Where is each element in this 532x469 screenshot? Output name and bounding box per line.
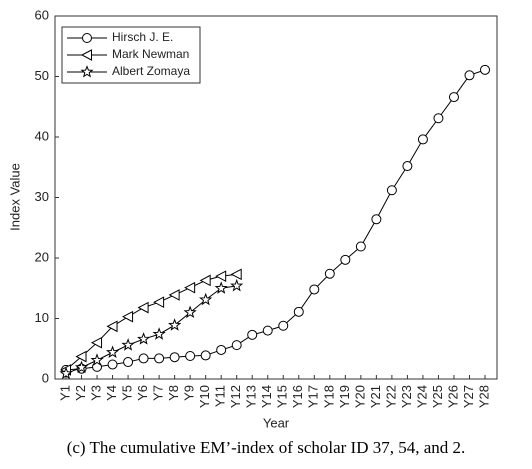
- x-tick-label: Y18: [321, 385, 336, 408]
- marker: [371, 214, 382, 225]
- marker: [402, 161, 413, 172]
- x-tick-label: Y24: [414, 385, 429, 408]
- marker: [480, 64, 490, 75]
- marker: [324, 268, 335, 279]
- marker: [247, 329, 258, 340]
- marker: [231, 340, 242, 351]
- marker: [138, 353, 149, 364]
- x-tick-label: Y16: [290, 385, 305, 408]
- marker: [199, 292, 213, 306]
- y-tick-label: 20: [35, 249, 49, 264]
- x-tick-label: Y15: [275, 385, 290, 408]
- marker: [137, 301, 149, 314]
- marker: [309, 284, 320, 295]
- y-tick-label: 40: [35, 128, 49, 143]
- x-tick-label: Y22: [383, 385, 398, 408]
- marker: [200, 350, 211, 361]
- x-tick-label: Y8: [166, 385, 181, 401]
- marker: [340, 254, 351, 265]
- marker: [262, 325, 273, 336]
- marker: [293, 306, 304, 317]
- x-tick-label: Y13: [244, 385, 259, 408]
- x-tick-label: Y27: [461, 385, 476, 408]
- marker: [137, 332, 151, 345]
- marker: [105, 345, 120, 358]
- marker: [278, 320, 289, 331]
- legend-label: Albert Zomaya: [112, 64, 190, 78]
- marker: [169, 352, 180, 363]
- marker: [75, 350, 87, 363]
- marker: [106, 320, 118, 333]
- marker: [214, 281, 228, 294]
- marker: [386, 185, 397, 196]
- y-tick-label: 30: [35, 189, 49, 204]
- x-tick-label: Y11: [213, 385, 228, 407]
- x-tick-label: Y7: [151, 385, 166, 401]
- marker: [230, 278, 244, 292]
- marker: [183, 305, 197, 319]
- marker: [168, 289, 180, 301]
- marker: [355, 241, 366, 252]
- x-tick-label: Y28: [476, 385, 491, 408]
- marker: [90, 336, 103, 349]
- marker: [448, 92, 459, 103]
- marker: [184, 281, 196, 294]
- marker: [82, 33, 92, 43]
- x-tick-label: Y21: [368, 385, 383, 408]
- x-tick-label: Y1: [57, 385, 72, 401]
- marker: [464, 70, 475, 81]
- marker: [59, 366, 73, 380]
- x-tick-label: Y5: [120, 385, 135, 401]
- marker: [107, 359, 118, 370]
- x-tick-label: Y17: [306, 385, 321, 408]
- marker: [80, 65, 94, 78]
- x-tick-label: Y20: [352, 385, 367, 408]
- x-axis-label: Year: [263, 415, 290, 430]
- marker: [154, 353, 165, 364]
- x-tick-label: Y25: [430, 385, 445, 408]
- y-tick-label: 10: [35, 310, 49, 325]
- x-tick-label: Y12: [228, 385, 243, 408]
- x-tick-label: Y26: [445, 385, 460, 408]
- marker: [123, 357, 134, 368]
- y-tick-label: 50: [35, 68, 49, 83]
- marker: [153, 296, 165, 308]
- marker: [199, 274, 211, 287]
- y-axis-label: Index Value: [7, 163, 22, 231]
- marker: [152, 327, 166, 340]
- marker: [80, 49, 92, 61]
- y-tick-label: 0: [42, 370, 49, 385]
- x-tick-label: Y14: [259, 385, 274, 408]
- x-tick-label: Y6: [135, 385, 150, 401]
- marker: [230, 268, 242, 281]
- x-tick-label: Y9: [182, 385, 197, 401]
- marker: [433, 113, 444, 124]
- marker: [74, 360, 89, 374]
- x-tick-label: Y4: [104, 385, 119, 401]
- legend-label: Mark Newman: [112, 47, 189, 61]
- marker: [216, 344, 227, 355]
- x-tick-label: Y3: [88, 385, 103, 401]
- legend-label: Hirsch J. E.: [112, 30, 173, 44]
- x-tick-label: Y23: [399, 385, 414, 408]
- marker: [417, 134, 428, 145]
- x-tick-label: Y19: [337, 385, 352, 408]
- marker: [168, 318, 182, 331]
- marker: [122, 310, 134, 323]
- marker: [185, 351, 196, 362]
- marker: [90, 353, 104, 366]
- caption: (c) The cumulative EM’-index of scholar …: [67, 438, 466, 457]
- series-line: [65, 69, 486, 371]
- marker: [121, 338, 135, 351]
- y-tick-label: 60: [35, 7, 49, 22]
- marker: [215, 270, 227, 282]
- x-tick-label: Y10: [197, 385, 212, 408]
- x-tick-label: Y2: [73, 385, 88, 401]
